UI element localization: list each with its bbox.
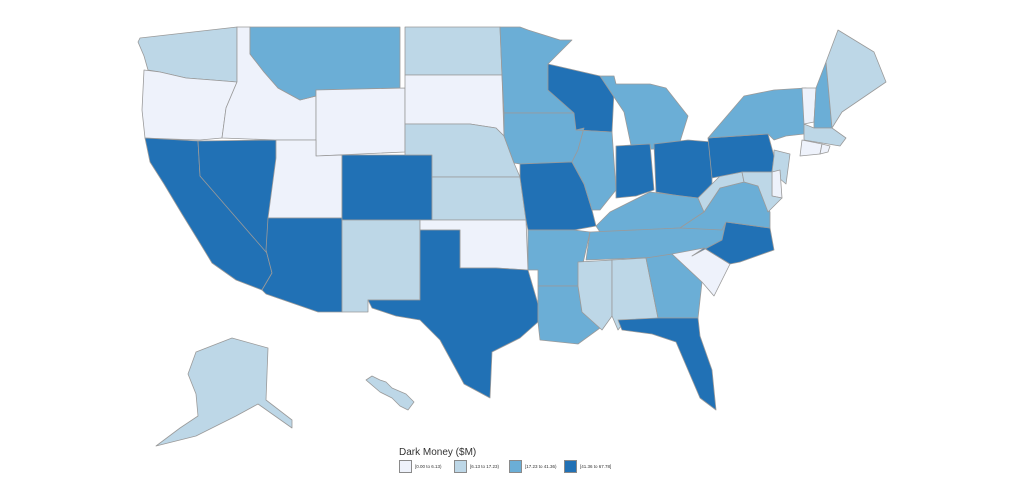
legend-items: [0.00 to 6.13) [6.13 to 17.23) [17.23 to… xyxy=(399,460,619,473)
state-nc xyxy=(691,221,775,265)
state-mt xyxy=(249,26,401,101)
legend-title: Dark Money ($M) xyxy=(399,447,477,458)
state-ak xyxy=(155,337,293,447)
state-nd xyxy=(404,26,503,76)
legend-item: [41.36 to 67.78] xyxy=(564,460,619,473)
state-in xyxy=(615,143,655,199)
legend-swatch xyxy=(454,460,467,473)
legend-swatch xyxy=(564,460,577,473)
map-legend: Dark Money ($M) [0.00 to 6.13) [6.13 to … xyxy=(399,447,659,477)
state-pa xyxy=(707,133,775,179)
state-fl xyxy=(617,317,717,411)
state-tx xyxy=(367,229,539,399)
state-de xyxy=(771,169,783,199)
legend-item: [17.23 to 41.36) xyxy=(509,460,564,473)
state-oh xyxy=(653,139,713,199)
state-ks xyxy=(431,176,527,221)
legend-label: [6.13 to 17.23) xyxy=(470,464,500,469)
state-me xyxy=(825,29,887,129)
legend-swatch xyxy=(509,460,522,473)
state-az xyxy=(261,217,343,313)
legend-label: [41.36 to 67.78] xyxy=(580,464,612,469)
legend-swatch xyxy=(399,460,412,473)
legend-label: [0.00 to 6.13) xyxy=(415,464,442,469)
legend-item: [0.00 to 6.13) xyxy=(399,460,454,473)
state-ny xyxy=(707,87,807,141)
state-nm xyxy=(341,219,421,313)
state-md xyxy=(741,171,783,213)
state-ne xyxy=(404,123,521,178)
state-ga xyxy=(645,253,703,319)
legend-label: [17.23 to 41.36) xyxy=(525,464,557,469)
state-sc xyxy=(671,247,731,297)
state-wy xyxy=(315,87,406,157)
state-ri xyxy=(819,143,831,155)
state-co xyxy=(341,154,433,221)
legend-item: [6.13 to 17.23) xyxy=(454,460,509,473)
state-hi xyxy=(365,375,415,411)
state-ia xyxy=(503,112,585,165)
state-il xyxy=(571,127,617,211)
